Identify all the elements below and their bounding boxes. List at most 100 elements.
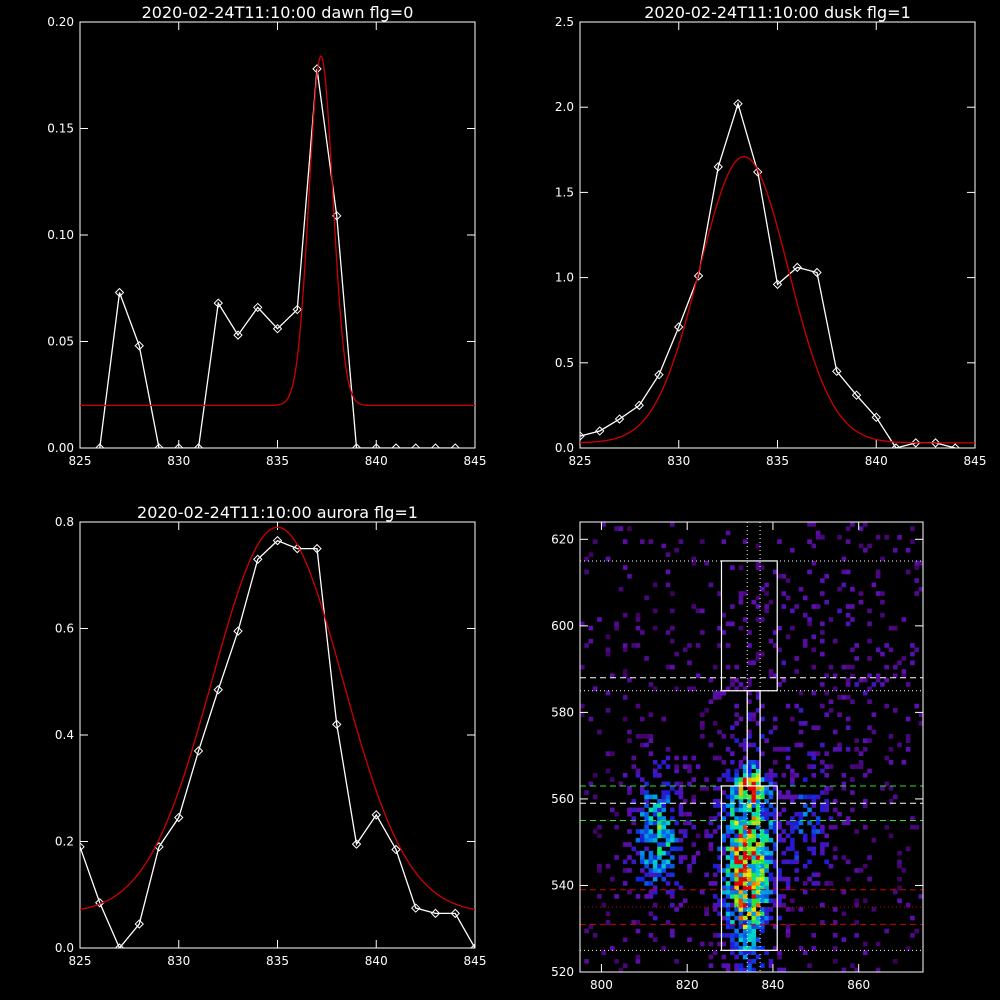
heatmap-cell bbox=[738, 894, 744, 899]
heatmap-cell bbox=[747, 967, 752, 972]
heatmap-cell bbox=[747, 902, 752, 908]
heatmap-cell bbox=[781, 573, 787, 579]
heatmap-cell bbox=[751, 816, 757, 821]
heatmap-cell bbox=[742, 803, 748, 808]
heatmap-cell bbox=[841, 937, 847, 943]
dawn-ytick-label: 0.05 bbox=[47, 335, 74, 349]
heatmap-cell bbox=[734, 820, 739, 826]
heatmap-cell bbox=[905, 902, 911, 908]
heatmap-cell bbox=[798, 816, 804, 821]
heatmap-cell bbox=[738, 742, 744, 748]
heatmap-cell bbox=[674, 764, 679, 769]
heatmap-cell bbox=[597, 863, 602, 869]
heatmap-cell bbox=[798, 729, 804, 735]
heatmap-cell bbox=[738, 790, 744, 795]
heatmap-cell bbox=[781, 807, 787, 813]
heatmap-cell bbox=[751, 712, 757, 718]
heatmap-cell bbox=[652, 582, 658, 588]
heatmap-cell bbox=[867, 656, 872, 661]
heatmap-cell bbox=[652, 902, 658, 908]
heatmap-cell bbox=[901, 669, 907, 674]
heatmap-cell bbox=[751, 742, 757, 748]
heatmap-cell bbox=[841, 820, 847, 826]
heatmap-cell bbox=[610, 751, 615, 756]
heatmap-cell bbox=[790, 816, 795, 821]
heatmap-cell bbox=[875, 677, 881, 683]
heatmap-cell bbox=[730, 682, 735, 687]
heatmap-cell bbox=[841, 582, 847, 588]
heatmap-cell bbox=[734, 768, 739, 774]
heatmap-cell bbox=[580, 664, 585, 670]
heatmap-cell bbox=[747, 863, 752, 869]
heatmap-cell bbox=[747, 876, 752, 882]
heatmap-cell bbox=[708, 881, 714, 886]
heatmap-cell bbox=[785, 764, 791, 769]
heatmap-cell bbox=[768, 781, 774, 787]
heatmap-cell bbox=[730, 876, 735, 882]
heatmap-cell bbox=[738, 591, 744, 596]
heatmap-cell bbox=[785, 859, 791, 865]
heatmap-cell bbox=[691, 794, 697, 800]
heatmap-cell bbox=[764, 907, 769, 912]
aurora-data-point bbox=[371, 810, 381, 820]
heatmap-cell bbox=[742, 898, 748, 904]
heatmap-cell bbox=[802, 811, 808, 817]
heatmap-cell bbox=[738, 595, 744, 601]
heatmap-cell bbox=[820, 920, 825, 925]
heatmap-cell bbox=[661, 829, 667, 834]
heatmap-cell bbox=[661, 716, 667, 722]
heatmap-cell bbox=[811, 872, 817, 878]
aurora-xtick-label: 845 bbox=[464, 954, 487, 968]
heatmap-cell bbox=[661, 543, 667, 549]
heatmap-cell bbox=[867, 543, 872, 549]
heatmap-cell bbox=[742, 777, 748, 782]
heatmap-cell bbox=[751, 907, 757, 912]
heatmap-cell bbox=[657, 772, 662, 778]
heatmap-cell bbox=[751, 803, 757, 808]
heatmap-cell bbox=[751, 850, 757, 856]
heatmap-cell bbox=[910, 539, 915, 544]
heatmap-cell bbox=[648, 911, 654, 917]
heatmap-cell bbox=[914, 565, 920, 570]
heatmap-cell bbox=[640, 539, 645, 544]
heatmap-cell bbox=[785, 790, 791, 795]
heatmap-cell bbox=[652, 686, 658, 692]
heatmap-cell bbox=[790, 846, 795, 852]
heatmap-cell bbox=[635, 837, 641, 843]
heatmap-cell bbox=[884, 755, 889, 761]
heatmap-cell bbox=[768, 777, 774, 782]
heatmap-cell bbox=[717, 902, 722, 908]
heatmap-cell bbox=[661, 807, 667, 813]
heatmap-cell bbox=[820, 638, 825, 644]
heatmap-cell bbox=[897, 898, 902, 904]
heatmap-cell bbox=[742, 617, 748, 622]
heatmap-cell bbox=[730, 829, 735, 834]
heatmap-cell bbox=[738, 846, 744, 852]
heatmap-cell bbox=[682, 764, 688, 769]
dusk-data-point bbox=[614, 414, 625, 424]
heatmap-cell bbox=[730, 863, 735, 869]
heatmap-cell bbox=[828, 617, 834, 622]
heatmap-cell bbox=[635, 625, 641, 631]
heatmap-cell bbox=[661, 850, 667, 856]
heatmap-cell bbox=[678, 859, 684, 865]
heatmap-cell bbox=[884, 643, 889, 648]
heatmap-cell bbox=[747, 868, 752, 873]
heatmap-cell bbox=[755, 872, 761, 878]
heatmap-cell bbox=[734, 807, 739, 813]
heatmap-cell bbox=[897, 660, 902, 666]
heatmap-cell bbox=[820, 591, 825, 596]
heatmap-cell bbox=[892, 708, 898, 713]
aurora-data-point bbox=[80, 842, 85, 852]
heatmap-cell bbox=[742, 790, 748, 795]
heatmap-cell bbox=[781, 677, 787, 683]
dusk-xtick-label: 835 bbox=[766, 454, 789, 468]
heatmap-cell bbox=[712, 872, 718, 878]
heatmap-cell bbox=[700, 725, 705, 730]
heatmap-cell bbox=[610, 946, 615, 951]
heatmap-cell bbox=[858, 591, 864, 596]
heatmap-cell bbox=[897, 850, 902, 856]
heatmap-cell bbox=[648, 837, 654, 843]
heatmap-cell bbox=[687, 937, 692, 943]
